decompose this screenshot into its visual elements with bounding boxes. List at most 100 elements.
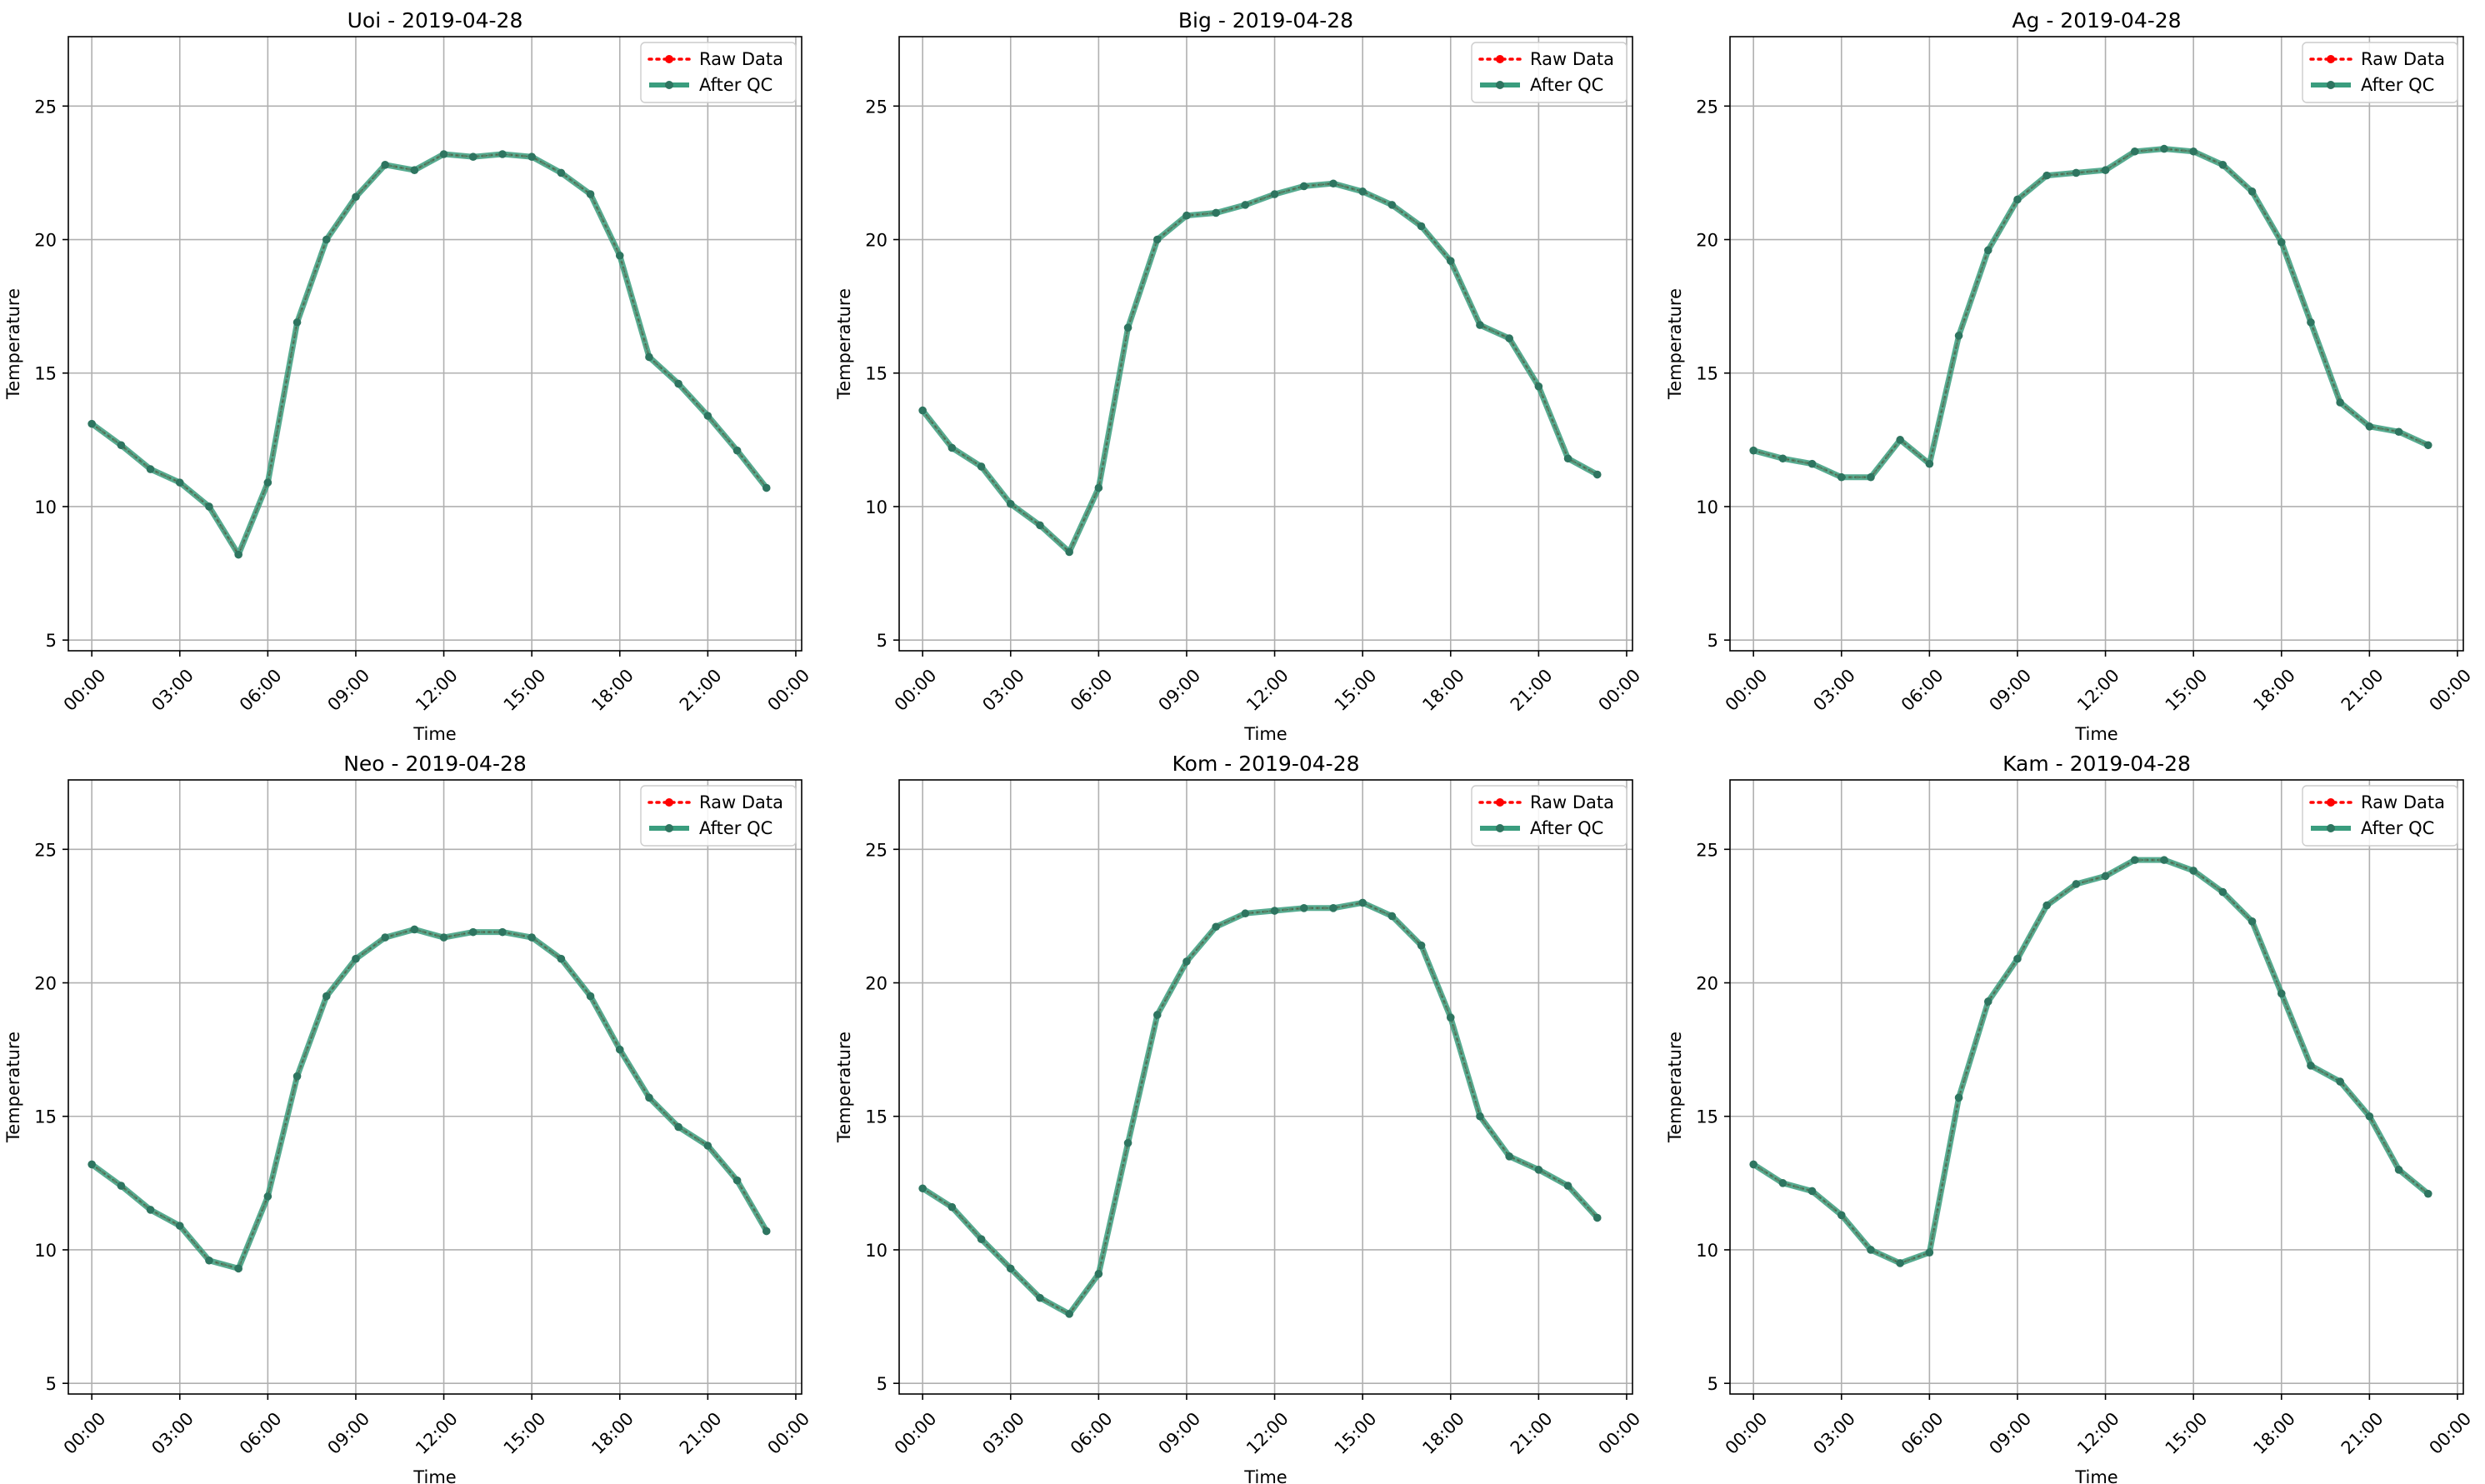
legend-label-after-qc: After QC	[2361, 75, 2434, 95]
data-point	[1808, 1187, 1817, 1196]
data-point	[1446, 257, 1455, 265]
data-point	[1270, 190, 1279, 198]
legend-label-after-qc: After QC	[2361, 818, 2434, 838]
data-point	[918, 406, 927, 415]
x-tick-label: 09:00	[1985, 1408, 2035, 1458]
chart-title: Big - 2019-04-28	[1178, 8, 1353, 32]
data-point	[1299, 904, 1308, 912]
legend-marker-raw-data	[665, 798, 673, 807]
data-point	[2130, 147, 2139, 156]
x-tick-label: 15:00	[1331, 1408, 1381, 1458]
x-tick-label: 00:00	[1722, 665, 1772, 715]
data-point	[2101, 872, 2110, 881]
data-point	[1388, 201, 1397, 209]
data-point	[2042, 901, 2051, 910]
y-tick-label: 15	[865, 364, 888, 384]
x-tick-label: 09:00	[323, 1408, 373, 1458]
legend-marker-after-qc	[665, 824, 673, 832]
series-line-after-qc	[90, 926, 769, 1272]
data-point	[1006, 1264, 1015, 1273]
data-point	[586, 190, 595, 198]
data-point	[2423, 1189, 2432, 1198]
x-tick-label: 00:00	[2425, 665, 2475, 715]
y-tick-label: 20	[865, 974, 888, 994]
data-point	[2042, 171, 2051, 180]
data-point	[1592, 1213, 1602, 1222]
data-point	[1358, 187, 1367, 196]
chart-title: Kom - 2019-04-28	[1172, 752, 1360, 776]
series-line-after-qc	[90, 151, 769, 558]
data-point	[2072, 168, 2081, 177]
series-line-raw-overlay	[922, 182, 1598, 553]
data-point	[1749, 1160, 1758, 1169]
data-point	[381, 161, 389, 169]
x-tick-label: 00:00	[1722, 1408, 1772, 1458]
data-point	[1182, 211, 1191, 220]
data-point	[1837, 472, 1846, 482]
data-point	[615, 251, 624, 260]
data-point	[410, 166, 419, 175]
y-tick-label: 5	[1708, 631, 1718, 651]
x-tick-label: 00:00	[60, 1408, 110, 1458]
x-tick-label: 00:00	[891, 665, 941, 715]
data-point	[1778, 1179, 1788, 1187]
data-point	[1241, 909, 1250, 918]
data-point	[1476, 1112, 1484, 1121]
series-line-raw-overlay	[91, 153, 768, 557]
legend-label-after-qc: After QC	[1530, 75, 1603, 95]
y-tick-label: 25	[34, 840, 57, 860]
data-point	[1778, 454, 1788, 463]
data-point	[234, 550, 242, 559]
x-tick-label: 03:00	[978, 665, 1028, 715]
y-tick-label: 20	[865, 231, 888, 251]
data-point	[1563, 454, 1572, 463]
data-point	[2277, 989, 2286, 998]
data-point	[1954, 332, 1963, 340]
data-point	[645, 1093, 653, 1102]
y-tick-label: 20	[1696, 231, 1718, 251]
y-tick-label: 10	[34, 1241, 57, 1261]
data-point	[292, 1072, 302, 1081]
x-tick-label: 21:00	[1507, 1408, 1557, 1458]
data-point	[2365, 1112, 2374, 1121]
data-point	[1954, 1093, 1963, 1102]
x-tick-label: 06:00	[1067, 1408, 1117, 1458]
x-tick-label: 09:00	[1985, 665, 2035, 715]
y-axis-label: Temperature	[834, 1032, 854, 1143]
series-line-raw-data	[921, 182, 1599, 554]
data-point	[1505, 334, 1513, 342]
data-point	[88, 1160, 96, 1169]
y-axis-label: Temperature	[3, 288, 23, 400]
data-point	[1867, 472, 1875, 482]
data-point	[498, 927, 507, 937]
data-point	[1270, 907, 1279, 915]
series-line-raw-overlay	[1752, 147, 2429, 478]
data-point	[175, 478, 184, 487]
legend-label-raw-data: Raw Data	[2361, 49, 2445, 69]
legend-marker-after-qc	[1496, 81, 1504, 89]
x-tick-label: 12:00	[412, 1408, 462, 1458]
data-point	[292, 318, 302, 327]
data-point	[674, 379, 682, 388]
data-point	[205, 1256, 213, 1265]
data-point	[1417, 941, 1426, 950]
legend-label-raw-data: Raw Data	[1530, 49, 1614, 69]
x-tick-label: 18:00	[2249, 1408, 2299, 1458]
data-point	[1563, 1182, 1572, 1190]
data-point	[948, 1202, 957, 1212]
y-tick-label: 15	[865, 1107, 888, 1127]
x-tick-label: 06:00	[1067, 665, 1117, 715]
data-point	[352, 954, 360, 963]
x-tick-label: 12:00	[1242, 665, 1292, 715]
data-point	[205, 502, 213, 511]
data-point	[1036, 521, 1044, 530]
x-tick-label: 06:00	[1898, 1408, 1948, 1458]
data-point	[381, 933, 389, 942]
data-point	[1896, 436, 1904, 444]
data-point	[703, 1142, 712, 1150]
y-tick-label: 10	[1696, 1241, 1718, 1261]
x-axis-label: Time	[1243, 724, 1287, 744]
data-point	[1329, 904, 1338, 912]
y-tick-label: 20	[34, 231, 57, 251]
data-point	[2248, 187, 2257, 196]
